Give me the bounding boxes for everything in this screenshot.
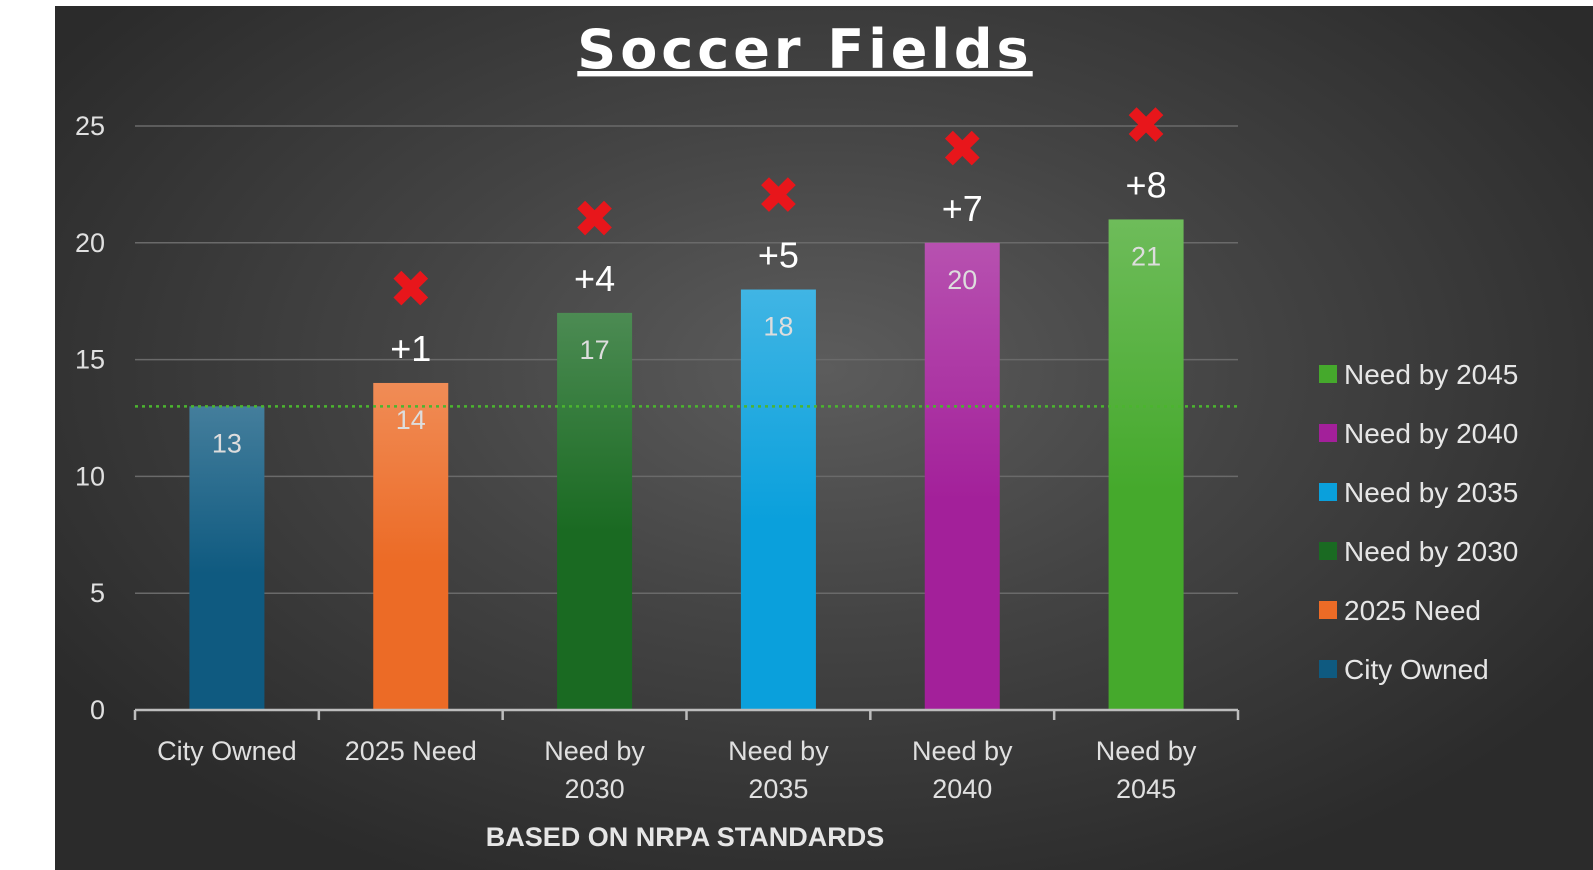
legend-swatch bbox=[1319, 601, 1337, 619]
chart-panel: Soccer Fields 0 5 10 15 20 25 City Owned 2025 … bbox=[55, 6, 1593, 870]
delta-label: +8 bbox=[1126, 164, 1167, 205]
bar-chart: Soccer Fields 0 5 10 15 20 25 City Owned 2025 … bbox=[75, 18, 1518, 852]
legend-label: Need by 2035 bbox=[1344, 477, 1518, 508]
legend-label: 2025 Need bbox=[1344, 595, 1481, 626]
bar-2025-need bbox=[373, 382, 449, 710]
delta-label: +4 bbox=[574, 258, 615, 299]
legend-swatch bbox=[1319, 483, 1337, 501]
legend-swatch bbox=[1319, 660, 1337, 678]
x-mark-icon: ✖ bbox=[573, 190, 617, 250]
legend-label: Need by 2030 bbox=[1344, 536, 1518, 567]
bar-value-label: 14 bbox=[396, 405, 426, 435]
x-category-label: Need by 2035 bbox=[728, 736, 829, 804]
x-mark-icon: ✖ bbox=[1124, 96, 1168, 156]
legend-label: Need by 2040 bbox=[1344, 418, 1518, 449]
x-category-label: Need by 2040 bbox=[912, 736, 1013, 804]
legend-label: City Owned bbox=[1344, 654, 1489, 685]
y-tick-label: 10 bbox=[75, 461, 105, 491]
x-category-label: 2025 Need bbox=[345, 736, 477, 766]
x-axis: City Owned 2025 Need Need by 2030 Need by 203… bbox=[133, 708, 1240, 804]
legend-swatch bbox=[1319, 542, 1337, 560]
legend-swatch bbox=[1319, 424, 1337, 442]
legend-swatch bbox=[1319, 365, 1337, 383]
x-mark-icon: ✖ bbox=[389, 260, 433, 320]
bar-value-label: 13 bbox=[212, 428, 242, 458]
y-axis-ticks: 0 5 10 15 20 25 bbox=[75, 111, 105, 725]
bar-value-label: 20 bbox=[947, 265, 977, 295]
delta-label: +7 bbox=[942, 188, 983, 229]
chart-subtitle: BASED ON NRPA STANDARDS bbox=[486, 822, 885, 852]
bar-value-label: 18 bbox=[763, 312, 793, 342]
bar-value-label: 17 bbox=[580, 335, 610, 365]
bars bbox=[189, 219, 1184, 711]
x-category-label: Need by 2030 bbox=[544, 736, 645, 804]
legend: Need by 2045 Need by 2040 Need by 2035 Need… bbox=[1319, 359, 1518, 685]
y-tick-label: 15 bbox=[75, 345, 105, 375]
legend-label: Need by 2045 bbox=[1344, 359, 1518, 390]
x-mark-icon: ✖ bbox=[940, 120, 984, 180]
bar-need-by-2045 bbox=[1108, 219, 1184, 710]
x-category-label: Need by 2045 bbox=[1096, 736, 1197, 804]
bar-need-by-2040 bbox=[924, 242, 1000, 711]
y-tick-label: 0 bbox=[90, 695, 105, 725]
delta-label: +5 bbox=[758, 235, 799, 276]
bar-city-owned bbox=[189, 406, 265, 710]
bar-value-label: 21 bbox=[1131, 241, 1161, 271]
grid-lines bbox=[135, 125, 1238, 594]
y-tick-label: 25 bbox=[75, 111, 105, 141]
chart-title: Soccer Fields bbox=[577, 18, 1032, 81]
bar-labels: 13 14 +1 ✖ 17 +4 ✖ 18 +5 ✖ 20 +7 ✖ 21 +8 ✖ bbox=[135, 96, 1238, 458]
y-tick-label: 20 bbox=[75, 228, 105, 258]
x-category-label: City Owned bbox=[157, 736, 297, 766]
bar-need-by-2030 bbox=[557, 312, 633, 710]
y-tick-label: 5 bbox=[90, 578, 105, 608]
bar-need-by-2035 bbox=[740, 289, 816, 710]
delta-label: +1 bbox=[390, 328, 431, 369]
x-mark-icon: ✖ bbox=[757, 167, 801, 227]
